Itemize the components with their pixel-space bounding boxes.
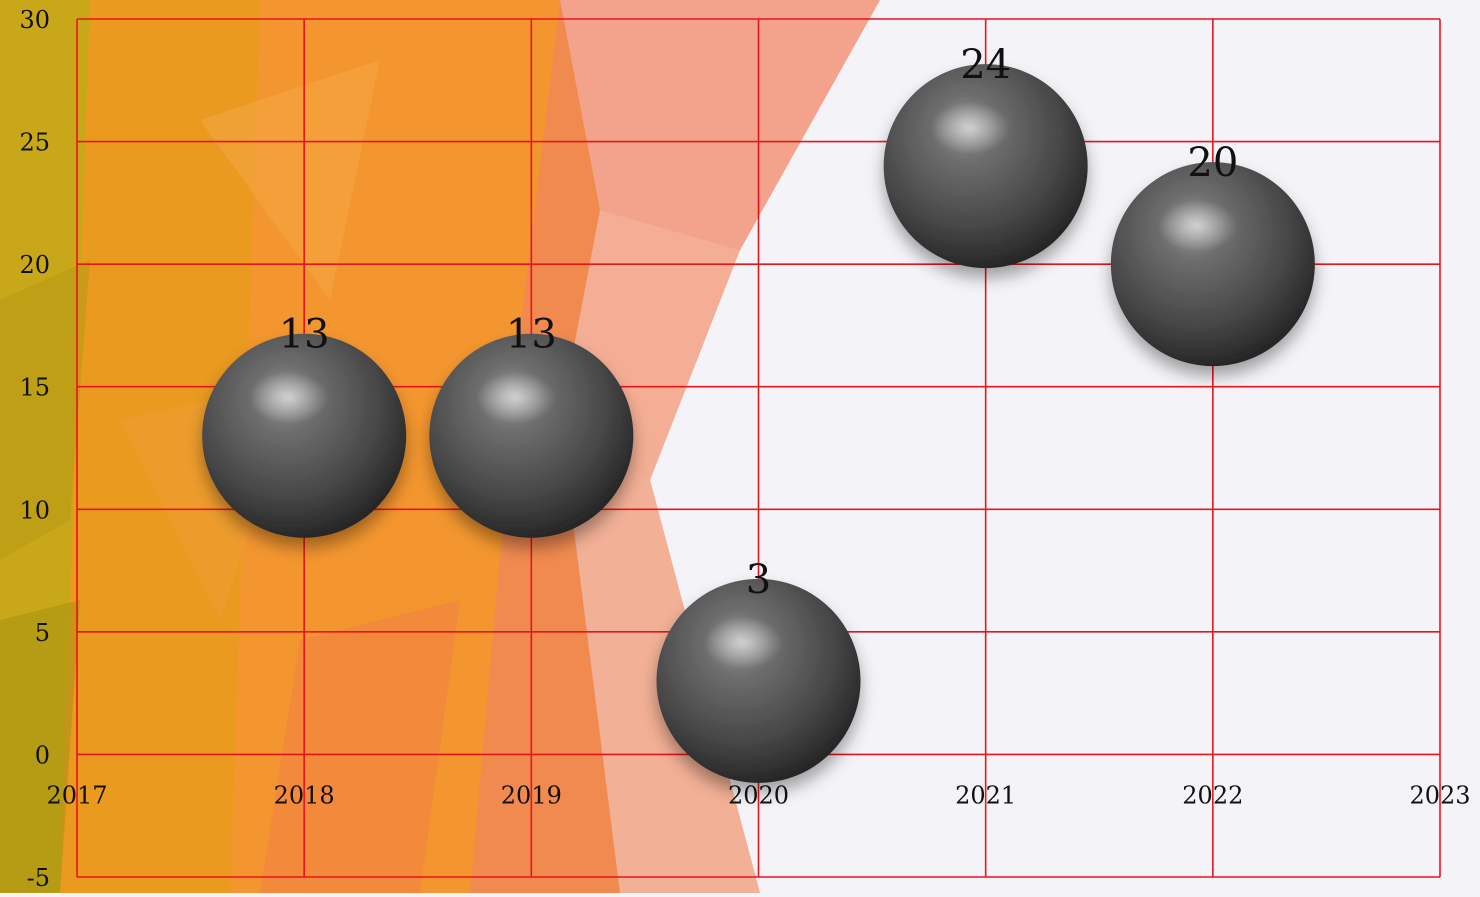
data-labels: 13 13 3 24 20 bbox=[279, 42, 1239, 603]
bubble-highlight bbox=[703, 616, 784, 669]
x-tick-label: 2021 bbox=[955, 781, 1016, 809]
bubble-highlight bbox=[249, 371, 330, 424]
x-tick-label: 2023 bbox=[1409, 781, 1470, 809]
data-label: 13 bbox=[506, 312, 557, 358]
x-tick-label: 2017 bbox=[46, 781, 107, 809]
y-tick-label: 5 bbox=[35, 619, 50, 647]
bubble-sphere bbox=[429, 333, 634, 538]
data-bubble bbox=[429, 333, 634, 538]
x-tick-label: 2022 bbox=[1182, 781, 1243, 809]
y-tick-label: 20 bbox=[19, 251, 50, 279]
y-tick-label: 25 bbox=[19, 129, 50, 157]
data-bubbles bbox=[202, 64, 1315, 783]
data-bubble bbox=[1110, 162, 1315, 367]
bubble-highlight bbox=[930, 102, 1011, 155]
bubble-highlight bbox=[1157, 200, 1238, 253]
y-tick-label: -5 bbox=[27, 864, 50, 892]
y-axis-tick-labels: 30 25 20 15 10 5 0 -5 bbox=[19, 6, 50, 892]
data-bubble bbox=[202, 333, 407, 538]
bubble-sphere bbox=[1110, 162, 1315, 367]
y-tick-label: 10 bbox=[19, 496, 50, 524]
bubble-sphere bbox=[883, 64, 1088, 269]
y-tick-label: 30 bbox=[19, 6, 50, 34]
x-tick-label: 2019 bbox=[501, 781, 562, 809]
bubble-highlight bbox=[476, 371, 557, 424]
bubble-sphere bbox=[202, 333, 407, 538]
data-label: 20 bbox=[1187, 140, 1238, 186]
data-label: 24 bbox=[960, 42, 1011, 88]
x-tick-label: 2020 bbox=[728, 781, 789, 809]
bubble-sphere bbox=[656, 578, 861, 783]
x-axis-tick-labels: 2017 2018 2019 2020 2021 2022 2023 bbox=[46, 781, 1470, 809]
x-tick-label: 2018 bbox=[274, 781, 335, 809]
data-label: 13 bbox=[279, 312, 330, 358]
data-bubble bbox=[656, 578, 861, 783]
y-tick-label: 0 bbox=[35, 741, 50, 769]
data-bubble bbox=[883, 64, 1088, 269]
y-tick-label: 15 bbox=[19, 374, 50, 402]
data-label: 3 bbox=[746, 557, 771, 603]
